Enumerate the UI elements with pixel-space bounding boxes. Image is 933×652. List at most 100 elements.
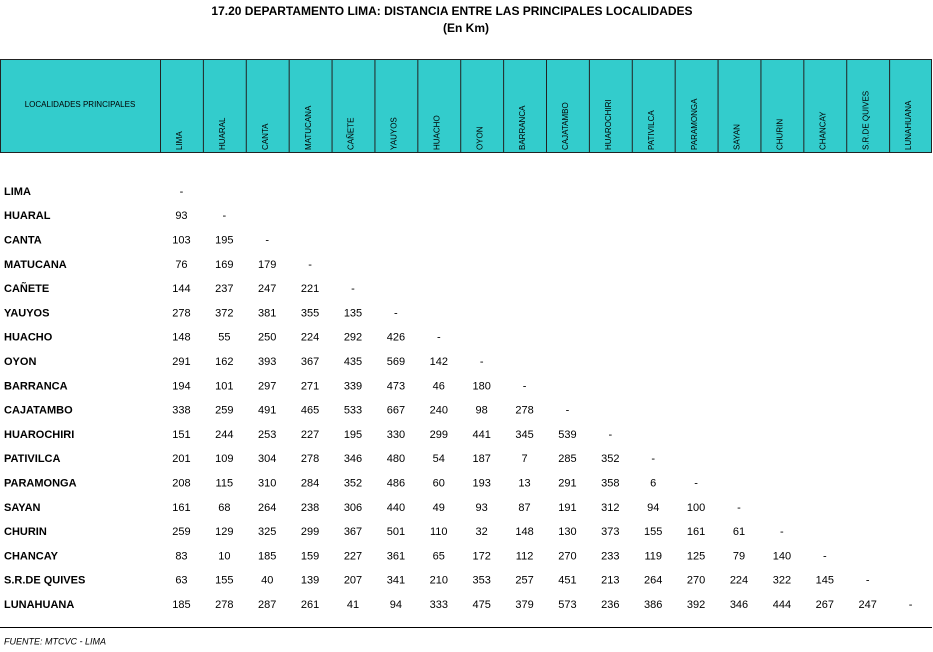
- cell: -: [909, 599, 913, 611]
- cell: 40: [261, 575, 273, 587]
- cell: 346: [344, 453, 362, 465]
- cell: 306: [344, 502, 362, 514]
- cell: -: [780, 526, 784, 538]
- cell: -: [222, 210, 226, 222]
- cell: 7: [521, 453, 527, 465]
- cell: 65: [433, 550, 445, 562]
- cell: 46: [433, 380, 445, 392]
- cell: 193: [472, 478, 490, 490]
- subtitle: (En Km): [443, 21, 489, 35]
- cell: 287: [258, 599, 276, 611]
- cell: 271: [301, 380, 319, 392]
- column-header: HUACHO: [432, 115, 441, 150]
- cell: 195: [215, 235, 233, 247]
- cell: 103: [172, 235, 190, 247]
- cell: 278: [301, 453, 319, 465]
- row-label: HUAROCHIRI: [4, 429, 74, 441]
- cell: 297: [258, 380, 276, 392]
- cell: 261: [301, 599, 319, 611]
- cell: 93: [175, 210, 187, 222]
- cell: 60: [433, 478, 445, 490]
- cell: 224: [730, 575, 748, 587]
- row-label: OYON: [4, 356, 36, 368]
- cell: 109: [215, 453, 233, 465]
- cell: 333: [430, 599, 448, 611]
- cell: 312: [601, 502, 619, 514]
- cell: 119: [644, 550, 662, 562]
- cell: -: [523, 380, 527, 392]
- cell: 55: [218, 332, 230, 344]
- row-label: PATIVILCA: [4, 453, 60, 465]
- cell: 244: [215, 429, 233, 441]
- cell: 253: [258, 429, 276, 441]
- cell: -: [608, 429, 612, 441]
- row-label: BARRANCA: [4, 380, 68, 392]
- cell: 426: [387, 332, 405, 344]
- cell: 100: [687, 502, 705, 514]
- row-label: CHANCAY: [4, 550, 59, 562]
- cell: 441: [472, 429, 490, 441]
- cell: 139: [301, 575, 319, 587]
- corner-label: LOCALIDADES PRINCIPALES: [25, 100, 136, 109]
- cell: 94: [390, 599, 402, 611]
- column-header: CAJATAMBO: [561, 102, 570, 150]
- cell: 125: [687, 550, 705, 562]
- cell: 291: [558, 478, 576, 490]
- cell: -: [737, 502, 741, 514]
- row-label: CHURIN: [4, 526, 47, 538]
- cell: 264: [644, 575, 662, 587]
- cell: 237: [215, 283, 233, 295]
- cell: 148: [172, 332, 190, 344]
- cell: 159: [301, 550, 319, 562]
- cell: 6: [650, 478, 656, 490]
- cell: 148: [515, 526, 533, 538]
- cell: 278: [515, 405, 533, 417]
- row-label: CAÑETE: [4, 282, 49, 295]
- cell: 195: [344, 429, 362, 441]
- cell: 87: [518, 502, 530, 514]
- cell: 259: [172, 526, 190, 538]
- cell: 330: [387, 429, 405, 441]
- cell: -: [394, 307, 398, 319]
- cell: 161: [687, 526, 705, 538]
- cell: 284: [301, 478, 319, 490]
- row-label: HUARAL: [4, 210, 51, 222]
- cell: 278: [215, 599, 233, 611]
- cell: 475: [472, 599, 490, 611]
- cell: -: [308, 259, 312, 271]
- row-label: S.R.DE QUIVES: [4, 575, 85, 587]
- cell: 667: [387, 405, 405, 417]
- cell: 451: [558, 575, 576, 587]
- cell: 145: [816, 575, 834, 587]
- header-band: [0, 59, 932, 153]
- cell: -: [566, 405, 570, 417]
- cell: 135: [344, 307, 362, 319]
- column-header: BARRANCA: [518, 105, 527, 150]
- cell: -: [437, 332, 441, 344]
- cell: 41: [347, 599, 359, 611]
- cell: 49: [433, 502, 445, 514]
- cell: 227: [301, 429, 319, 441]
- cell: 94: [647, 502, 659, 514]
- cell: 569: [387, 356, 405, 368]
- cell: 169: [215, 259, 233, 271]
- cell: 151: [172, 429, 190, 441]
- cell: 110: [430, 526, 448, 538]
- cell: 221: [301, 283, 319, 295]
- cell: 250: [258, 332, 276, 344]
- cell: 491: [258, 405, 276, 417]
- column-header: YAUYOS: [390, 117, 399, 150]
- column-header: CAÑETE: [347, 118, 356, 150]
- cell: 76: [175, 259, 187, 271]
- cell: 83: [175, 550, 187, 562]
- column-header: HUAROCHIRI: [604, 99, 613, 150]
- cell: -: [265, 235, 269, 247]
- cell: 304: [258, 453, 276, 465]
- cell: 392: [687, 599, 705, 611]
- column-header: PATIVILCA: [647, 110, 656, 150]
- cell: 299: [430, 429, 448, 441]
- cell: 207: [344, 575, 362, 587]
- cell: 140: [773, 550, 791, 562]
- cell: 372: [215, 307, 233, 319]
